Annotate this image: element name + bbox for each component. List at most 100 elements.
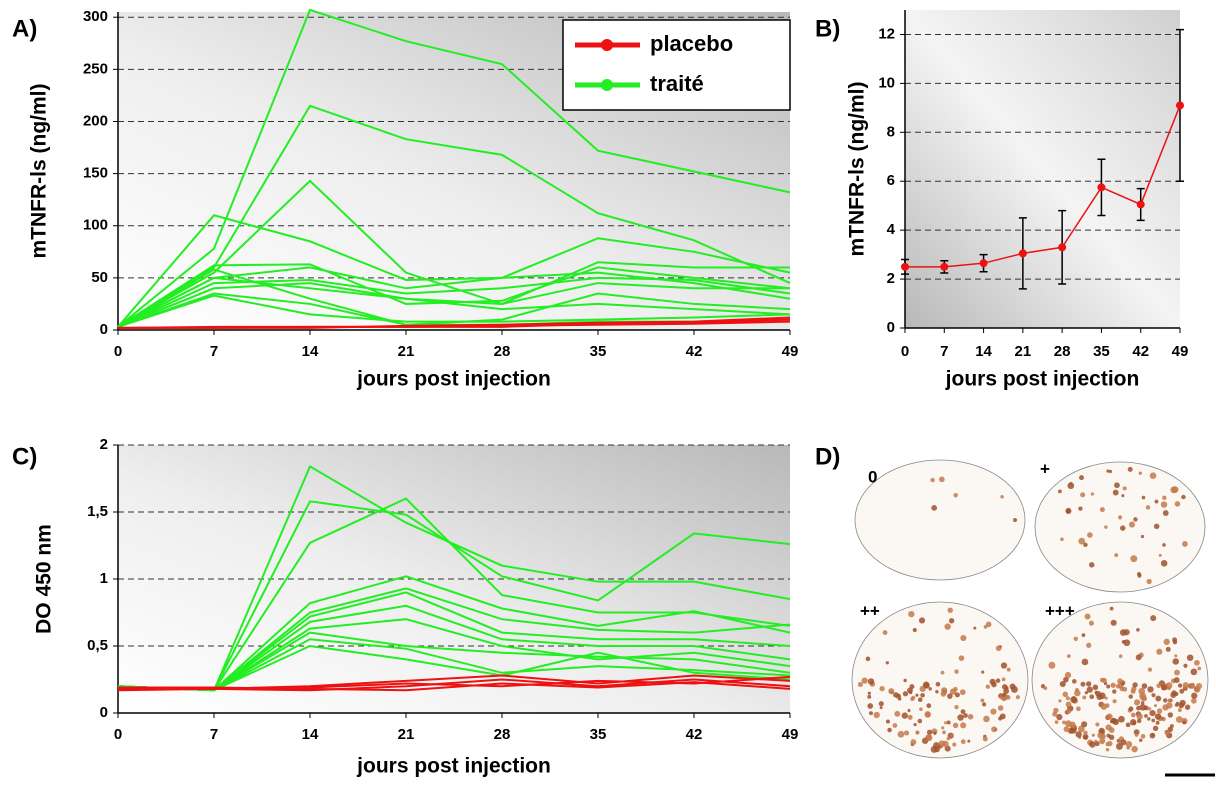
x-tick-label: 7 bbox=[210, 726, 218, 743]
stained-cell bbox=[1092, 684, 1099, 691]
x-tick-label: 14 bbox=[302, 343, 319, 360]
stained-cell bbox=[1194, 686, 1201, 693]
stained-cell bbox=[1065, 507, 1072, 514]
stained-cell bbox=[958, 655, 965, 661]
panel-label: D) bbox=[815, 443, 840, 470]
stained-cell bbox=[941, 726, 945, 730]
stained-cell bbox=[878, 701, 884, 707]
stained-cell bbox=[1000, 495, 1004, 499]
stained-cell bbox=[1086, 686, 1093, 693]
series-line bbox=[117, 282, 790, 328]
stained-cell bbox=[973, 626, 977, 630]
stained-cell bbox=[903, 678, 907, 683]
stained-cell bbox=[1089, 694, 1095, 700]
stained-cell bbox=[879, 685, 885, 692]
stained-cell bbox=[910, 739, 917, 746]
stained-cell bbox=[918, 617, 926, 624]
stained-cell bbox=[1163, 698, 1168, 703]
stained-cell bbox=[1077, 725, 1085, 733]
series-line bbox=[117, 179, 790, 328]
stained-cell bbox=[1001, 677, 1006, 682]
section-label: +++ bbox=[1045, 601, 1075, 620]
stained-cell bbox=[910, 697, 915, 701]
stained-cell bbox=[1123, 639, 1131, 647]
stained-cell bbox=[1172, 658, 1180, 665]
marker bbox=[1018, 249, 1027, 258]
stained-cell bbox=[1075, 706, 1081, 712]
stained-cell bbox=[925, 734, 933, 742]
stained-cell bbox=[1083, 736, 1088, 740]
stained-cell bbox=[897, 730, 905, 738]
stained-cell bbox=[915, 693, 919, 697]
stained-cell bbox=[1144, 714, 1148, 718]
series-line bbox=[118, 675, 791, 690]
stained-cell bbox=[1070, 696, 1078, 704]
stained-cell bbox=[867, 691, 871, 695]
x-tick-label: 42 bbox=[1132, 343, 1149, 360]
marker bbox=[1058, 243, 1067, 252]
stained-cell bbox=[1070, 727, 1077, 734]
stained-cell bbox=[922, 681, 930, 689]
stained-cell bbox=[1110, 619, 1117, 626]
stained-cell bbox=[940, 670, 945, 675]
stained-cell bbox=[935, 681, 941, 687]
stained-cell bbox=[1134, 699, 1141, 706]
stained-cell bbox=[1060, 537, 1064, 542]
stained-cell bbox=[935, 690, 939, 694]
stained-cell bbox=[1174, 501, 1181, 507]
stained-cell bbox=[952, 722, 959, 729]
stained-cell bbox=[1138, 471, 1143, 475]
stained-cell bbox=[903, 730, 910, 736]
section-label: + bbox=[1040, 459, 1050, 478]
stained-cell bbox=[1182, 541, 1188, 547]
stained-cell bbox=[954, 704, 959, 710]
stained-cell bbox=[995, 678, 1001, 683]
stained-cell bbox=[938, 740, 946, 747]
y-tick-label: 0 bbox=[100, 704, 108, 721]
stained-cell bbox=[873, 711, 880, 719]
stained-cell bbox=[947, 607, 953, 613]
x-tick-label: 35 bbox=[1093, 343, 1110, 360]
stained-cell bbox=[960, 722, 967, 729]
tissue-section bbox=[854, 459, 1026, 581]
stained-cell bbox=[1174, 669, 1180, 676]
stained-cell bbox=[1086, 642, 1092, 648]
stained-cell bbox=[1114, 553, 1119, 557]
stained-cell bbox=[887, 727, 892, 733]
y-tick-label: 0,5 bbox=[87, 637, 108, 654]
stained-cell bbox=[1054, 720, 1059, 725]
stained-cell bbox=[933, 742, 940, 749]
stained-cell bbox=[1078, 537, 1086, 545]
y-tick-label: 50 bbox=[91, 269, 108, 286]
stained-cell bbox=[1106, 715, 1111, 720]
stained-cell bbox=[1186, 654, 1194, 662]
stained-cell bbox=[991, 681, 997, 688]
section-label: 0 bbox=[868, 467, 877, 486]
x-tick-label: 21 bbox=[1015, 343, 1032, 360]
stained-cell bbox=[1001, 684, 1008, 690]
stained-cell bbox=[933, 731, 937, 735]
section-label: ++ bbox=[860, 601, 880, 620]
stained-cell bbox=[893, 692, 899, 698]
stained-cell bbox=[980, 698, 985, 703]
y-tick-label: 8 bbox=[887, 123, 895, 140]
stained-cell bbox=[1080, 681, 1086, 687]
stained-cell bbox=[1006, 667, 1011, 672]
stained-cell bbox=[901, 712, 908, 719]
stained-cell bbox=[1065, 696, 1070, 701]
marker bbox=[1136, 200, 1145, 209]
stained-cell bbox=[1125, 722, 1131, 728]
stained-cell bbox=[1149, 710, 1156, 717]
stained-cell bbox=[1155, 720, 1160, 725]
stained-cell bbox=[1191, 692, 1198, 699]
stained-cell bbox=[990, 708, 997, 715]
stained-cell bbox=[985, 621, 992, 628]
stained-cell bbox=[949, 688, 957, 695]
stained-cell bbox=[912, 627, 917, 633]
stained-cell bbox=[946, 720, 951, 725]
stained-cell bbox=[944, 623, 951, 630]
stained-cell bbox=[1120, 525, 1126, 531]
x-tick-label: 7 bbox=[210, 343, 218, 360]
stained-cell bbox=[907, 708, 911, 713]
stained-cell bbox=[902, 691, 909, 697]
